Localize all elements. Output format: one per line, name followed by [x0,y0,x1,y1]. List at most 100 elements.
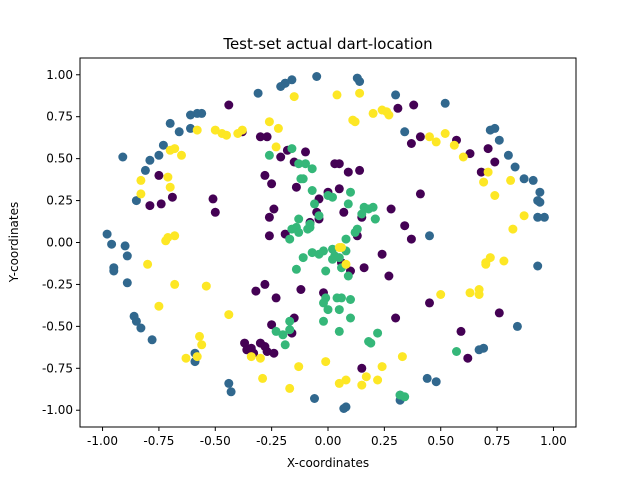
scatter-point [373,328,383,338]
scatter-point [158,140,168,150]
scatter-point [319,316,328,326]
scatter-point [339,404,349,413]
scatter-point [506,175,516,185]
x-tick-label: -1.00 [87,434,118,448]
scatter-point [533,261,543,271]
scatter-point [334,326,344,336]
scatter-point [321,266,331,276]
scatter-point [118,152,128,162]
scatter-point [271,142,281,152]
scatter-point [409,100,419,110]
scatter-point [177,150,186,160]
y-tick-label: 0.25 [46,194,73,208]
y-tick-label: 0.00 [46,236,73,250]
scatter-point [163,172,173,182]
scatter-point [226,387,236,397]
scatter-point [301,159,310,169]
scatter-point [201,281,211,291]
scatter-point [456,326,466,336]
scatter-point [406,234,416,244]
scatter-point [400,127,410,137]
scatter-point [170,279,180,289]
scatter-point [240,338,250,348]
x-axis-label: X-coordinates [287,456,369,470]
scatter-point [377,249,387,259]
scatter-point [384,110,394,120]
scatter-point [197,340,207,350]
scatter-point [170,144,180,154]
scatter-point [208,194,218,204]
scatter-point [210,125,220,135]
scatter-point [339,207,349,217]
scatter-point [122,278,132,288]
scatter-point [503,150,513,160]
scatter-point [264,117,274,127]
scatter-point [490,157,500,167]
scatter-point [310,394,319,403]
scatter-point [352,73,362,83]
scatter-point [508,224,518,234]
scatter-point [294,362,304,372]
x-tick-label: -0.50 [200,434,231,448]
scatter-point [280,340,290,350]
scatter-point [165,182,175,192]
y-axis-ticks: 1.00 0.75 0.50 0.25 0.00 -0.25 -0.50 -0.75 -1.00 [42,68,80,417]
scatter-point [370,214,380,224]
scatter-point [359,263,369,273]
scatter-point [323,305,333,315]
scatter-point [440,129,450,138]
scatter-point [122,251,132,261]
scatter-point [276,82,286,91]
scatter-point [264,150,274,160]
scatter-point [296,285,306,294]
scatter-point [361,372,371,382]
scatter-point [251,286,261,296]
scatter-point [233,129,243,138]
scatter-point [262,132,272,142]
scatter-point [341,375,351,385]
scatter-point [319,298,328,308]
scatter-point [463,353,473,363]
scatter-point [310,199,319,209]
scatter-point [264,231,274,241]
scatter-point [260,279,270,289]
scatter-point [406,139,416,148]
scatter-point [314,249,324,259]
scatter-point [483,167,493,177]
scatter-point [287,75,297,85]
scatter-point [355,88,365,98]
scatter-point [474,285,484,294]
scatter-point [397,352,407,362]
scatter-point [334,378,344,388]
scatter-point [425,132,434,142]
scatter-point [425,231,434,241]
scatter-point [154,301,164,311]
scatter-point [167,192,177,202]
scatter-point [186,110,195,120]
scatter-point [294,159,304,169]
scatter-point [224,310,234,320]
scatter-point [271,326,281,336]
scatter-point [262,347,272,356]
scatter-point [267,320,277,330]
scatter-point [224,100,234,110]
scatter-point [147,335,157,345]
scatter-point [510,162,520,172]
scatter-point [519,211,529,221]
scatter-point [145,155,155,165]
scatter-point [384,271,394,281]
scatter-point [197,108,207,118]
scatter-point [192,352,202,362]
scatter-point [156,199,166,209]
scatter-point [334,305,344,315]
scatter-point [494,308,504,318]
scatter-point [350,117,360,127]
y-tick-label: -0.25 [42,277,73,291]
scatter-point [341,234,351,244]
scatter-point [210,207,220,217]
scatter-point [131,196,141,206]
scatter-point [136,323,146,333]
scatter-point [285,234,295,244]
